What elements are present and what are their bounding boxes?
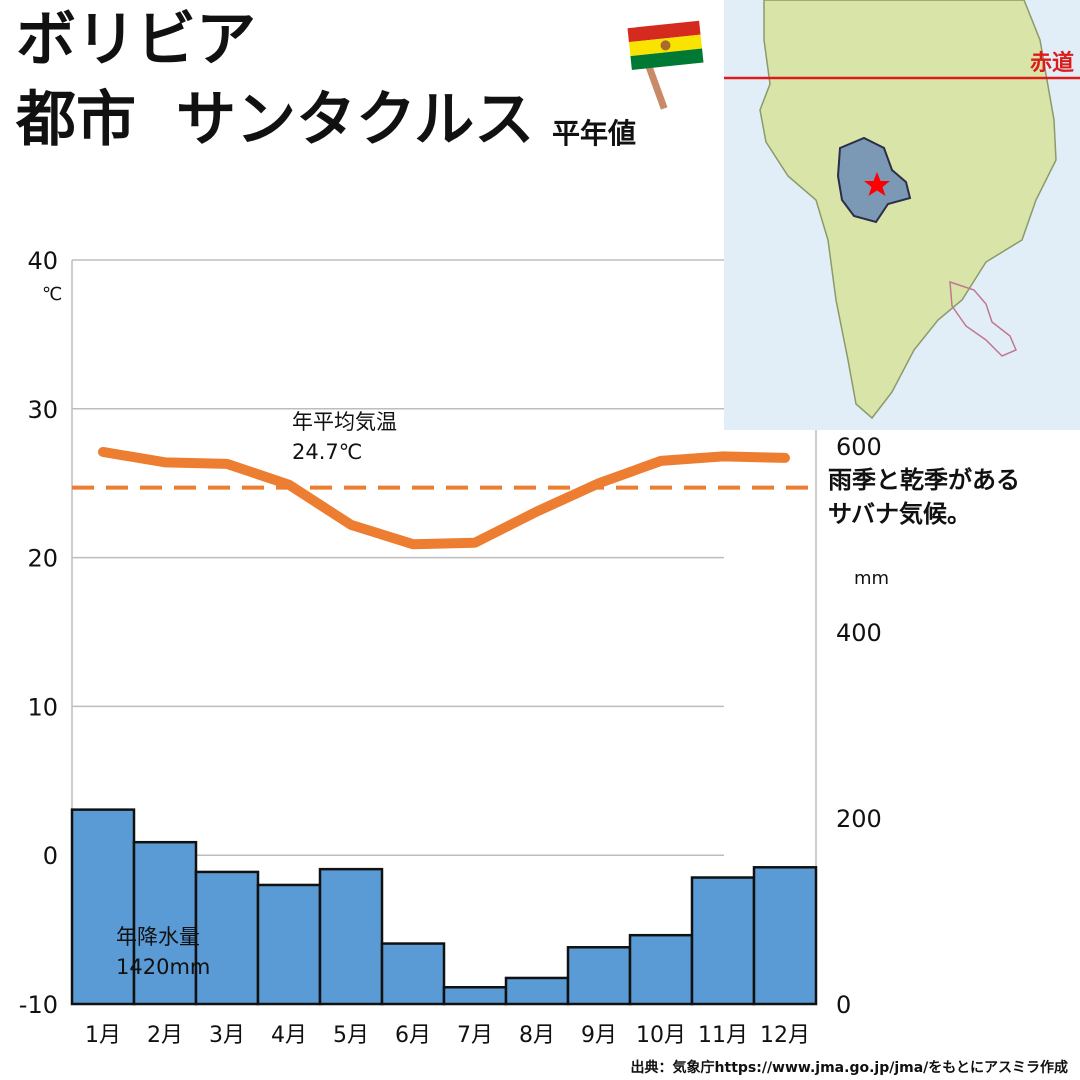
temperature-tick-label: 20: [27, 545, 58, 573]
month-label: 10月: [636, 1023, 686, 1048]
city-prefix: 都市: [16, 85, 136, 155]
temperature-line: [98, 446, 790, 550]
month-axis: 1月 2月 3月 4月 5月 6月 7月 8月 9月 10月 11月 12月: [85, 1023, 810, 1048]
precipitation-bar: [690, 876, 756, 1006]
temperature-unit: ℃: [42, 284, 62, 305]
precipitation-unit: mm: [854, 568, 889, 589]
month-label: 7月: [457, 1023, 493, 1048]
month-label: 9月: [581, 1023, 617, 1048]
annual-total-value: 1420mm: [116, 955, 210, 979]
precipitation-bar: [566, 946, 632, 1006]
annual-mean-value: 24.7℃: [292, 440, 362, 464]
south-america-map: 赤道: [724, 0, 1080, 430]
month-label: 4月: [271, 1023, 307, 1048]
precipitation-bar: [70, 808, 136, 1006]
temperature-tick-label: 30: [27, 396, 58, 424]
month-label: 1月: [85, 1023, 121, 1048]
precipitation-bar: [194, 870, 260, 1006]
precipitation-bar: [318, 867, 384, 1006]
southern-border-outline: [949, 280, 1017, 357]
temperature-tick-label: 10: [27, 693, 58, 721]
source-note: 出典：気象庁https://www.jma.go.jp/jma/をもとにアスミラ…: [631, 1059, 1068, 1076]
month-label: 8月: [519, 1023, 555, 1048]
climate-note-line1: 雨季と乾季がある: [828, 466, 1020, 494]
annual-total-label: 年降水量: [116, 925, 200, 949]
star-icon: [864, 172, 890, 196]
precipitation-bar: [256, 883, 322, 1006]
temperature-tick-label: 0: [43, 842, 58, 870]
precipitation-tick-label: 400: [836, 619, 882, 647]
precipitation-bar: [504, 976, 570, 1006]
month-label: 11月: [698, 1023, 748, 1048]
temperature-axis: -10 0 10 20 30 40: [19, 247, 58, 1019]
normals-tag: 平年値: [552, 117, 637, 150]
precipitation-bar: [442, 986, 508, 1006]
precipitation-bars: [70, 808, 818, 1006]
month-label: 2月: [147, 1023, 183, 1048]
city-title: 都市 サンタクルス: [16, 84, 534, 156]
temperature-tick-label: 40: [27, 247, 58, 275]
annual-mean-label: 年平均気温: [292, 410, 397, 434]
climate-note-line2: サバナ気候。: [828, 500, 971, 528]
precipitation-tick-label: 0: [836, 991, 851, 1019]
month-label: 5月: [333, 1023, 369, 1048]
precipitation-bar: [132, 840, 198, 1006]
temperature-tick-label: -10: [19, 991, 58, 1019]
precipitation-axis: 0 200 400 600: [836, 433, 882, 1019]
bolivia-flag-icon: [627, 20, 704, 110]
precipitation-tick-label: 600: [836, 433, 882, 461]
precipitation-bar: [628, 933, 694, 1006]
equator-label: 赤道: [1030, 50, 1074, 76]
precipitation-bar: [752, 866, 818, 1006]
month-label: 6月: [395, 1023, 431, 1048]
precipitation-tick-label: 200: [836, 805, 882, 833]
country-title: ボリビア: [16, 5, 256, 75]
month-label: 3月: [209, 1023, 245, 1048]
precipitation-bar: [380, 942, 446, 1006]
city-name: サンタクルス: [176, 85, 535, 155]
month-label: 12月: [760, 1023, 810, 1048]
continent-shape: [759, 0, 1057, 420]
